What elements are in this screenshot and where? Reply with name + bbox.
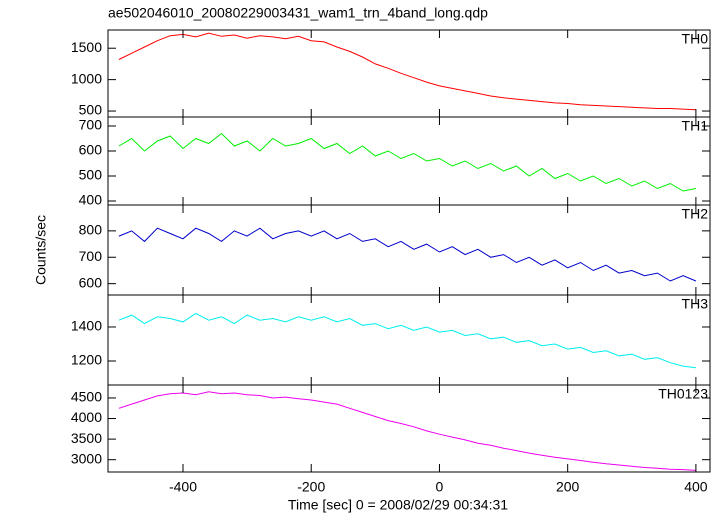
y-tick-label: 3000 <box>71 450 102 466</box>
x-tick-label: -400 <box>169 479 197 495</box>
x-tick-label: 200 <box>556 479 580 495</box>
y-tick-label: 500 <box>79 102 103 118</box>
panel-label: TH0123 <box>658 386 708 402</box>
x-tick-label: 400 <box>684 479 708 495</box>
y-tick-label: 1400 <box>71 318 102 334</box>
panel-frame <box>107 116 711 206</box>
x-tick-label: 0 <box>436 479 444 495</box>
panel-label: TH0 <box>682 31 709 47</box>
series-line <box>118 132 696 192</box>
panel-frame <box>107 294 711 386</box>
y-tick-label: 4000 <box>71 409 102 425</box>
x-axis-label: Time [sec] 0 = 2008/02/29 00:34:31 <box>288 497 508 513</box>
series-line <box>118 391 696 471</box>
y-tick-label: 1500 <box>71 39 102 55</box>
y-tick-label: 3500 <box>71 430 102 446</box>
y-tick-label: 4500 <box>71 389 102 405</box>
y-tick-label: 1200 <box>71 352 102 368</box>
y-tick-label: 700 <box>79 117 103 133</box>
panel-label: TH1 <box>682 118 709 134</box>
panel-frame <box>107 384 711 473</box>
chart-title: ae502046010_20080229003431_wam1_trn_4ban… <box>108 5 488 21</box>
series-line <box>118 32 696 111</box>
y-tick-label: 700 <box>79 248 103 264</box>
series-line <box>118 312 696 369</box>
panel-frame <box>107 204 711 296</box>
panel-label: TH3 <box>682 296 709 312</box>
panel-label: TH2 <box>682 206 709 222</box>
x-tick-label: -200 <box>297 479 325 495</box>
y-tick-label: 800 <box>79 222 103 238</box>
panel-frame <box>107 29 711 118</box>
y-tick-label: 600 <box>79 274 103 290</box>
y-tick-label: 600 <box>79 142 103 158</box>
series-line <box>118 227 697 282</box>
y-tick-label: 500 <box>79 167 103 183</box>
y-tick-label: 1000 <box>71 70 102 86</box>
y-axis-label: Counts/sec <box>33 215 49 285</box>
y-tick-label: 400 <box>79 192 103 208</box>
